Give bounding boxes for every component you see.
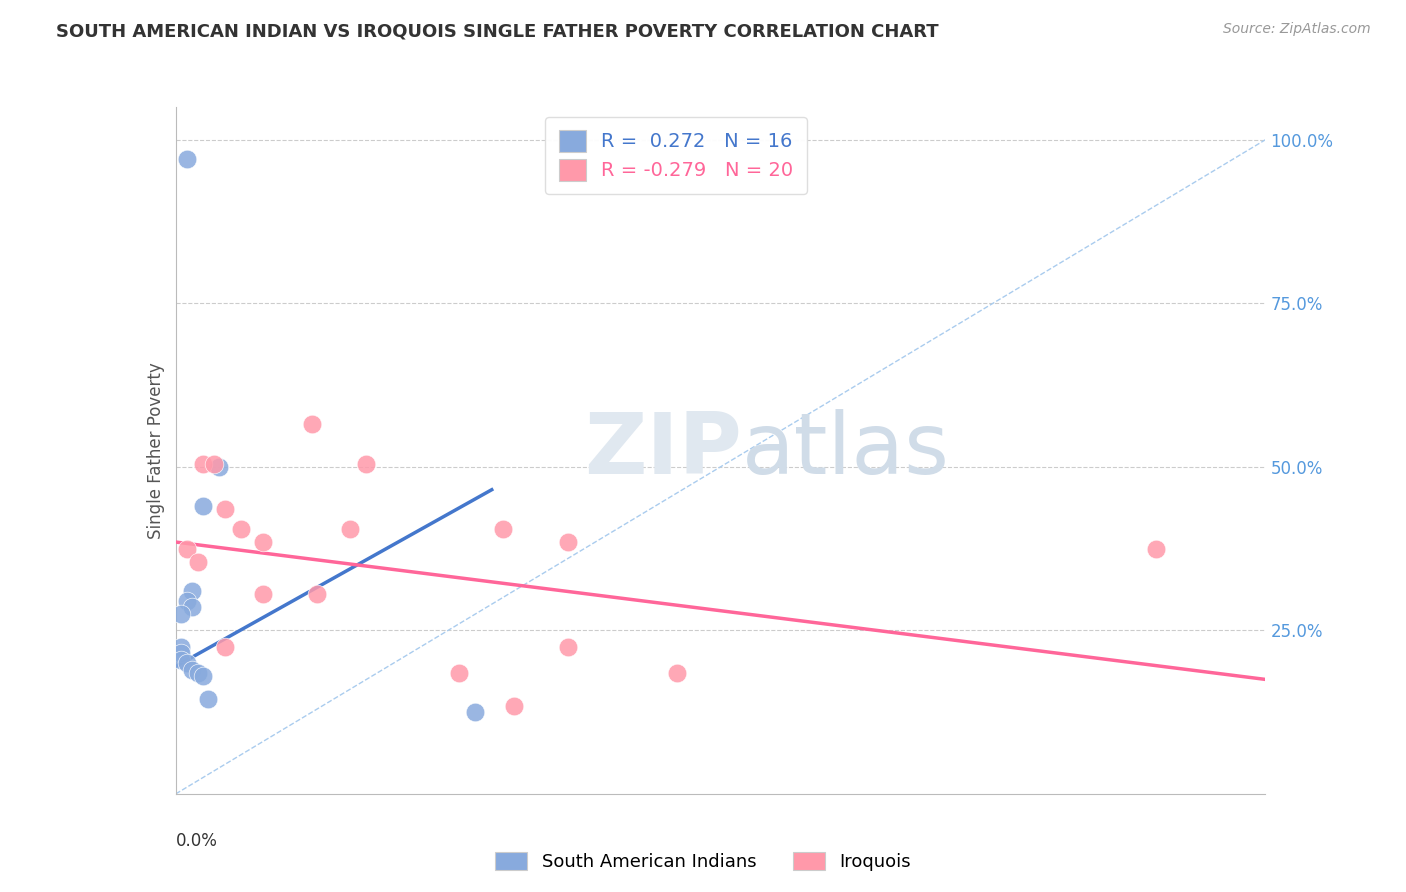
Point	[170, 653, 193, 667]
Point	[197, 692, 219, 706]
Legend: South American Indians, Iroquois: South American Indians, Iroquois	[488, 845, 918, 879]
Text: ZIP: ZIP	[585, 409, 742, 492]
Point	[186, 665, 209, 680]
Point	[231, 522, 253, 536]
Point	[191, 457, 214, 471]
Point	[208, 459, 231, 474]
Point	[252, 587, 274, 601]
Point	[557, 535, 579, 549]
Point	[191, 499, 214, 513]
Point	[502, 698, 524, 713]
Point	[492, 522, 515, 536]
Legend: R =  0.272   N = 16, R = -0.279   N = 20: R = 0.272 N = 16, R = -0.279 N = 20	[546, 117, 807, 194]
Point	[447, 665, 470, 680]
Point	[181, 600, 204, 615]
Point	[181, 584, 204, 599]
Point	[181, 663, 204, 677]
Y-axis label: Single Father Poverty: Single Father Poverty	[146, 362, 165, 539]
Point	[214, 502, 236, 516]
Point	[339, 522, 361, 536]
Point	[214, 640, 236, 654]
Point	[191, 669, 214, 683]
Point	[176, 153, 198, 167]
Text: atlas: atlas	[742, 409, 950, 492]
Text: 0.0%: 0.0%	[176, 831, 218, 850]
Point	[464, 705, 486, 719]
Point	[170, 607, 193, 621]
Point	[301, 417, 323, 432]
Point	[1144, 541, 1167, 556]
Point	[307, 587, 329, 601]
Point	[356, 457, 378, 471]
Point	[176, 594, 198, 608]
Point	[170, 640, 193, 654]
Point	[186, 555, 209, 569]
Point	[176, 541, 198, 556]
Point	[170, 646, 193, 660]
Point	[176, 656, 198, 670]
Point	[252, 535, 274, 549]
Text: Source: ZipAtlas.com: Source: ZipAtlas.com	[1223, 22, 1371, 37]
Point	[557, 640, 579, 654]
Point	[666, 665, 689, 680]
Text: SOUTH AMERICAN INDIAN VS IROQUOIS SINGLE FATHER POVERTY CORRELATION CHART: SOUTH AMERICAN INDIAN VS IROQUOIS SINGLE…	[56, 22, 939, 40]
Point	[202, 457, 225, 471]
